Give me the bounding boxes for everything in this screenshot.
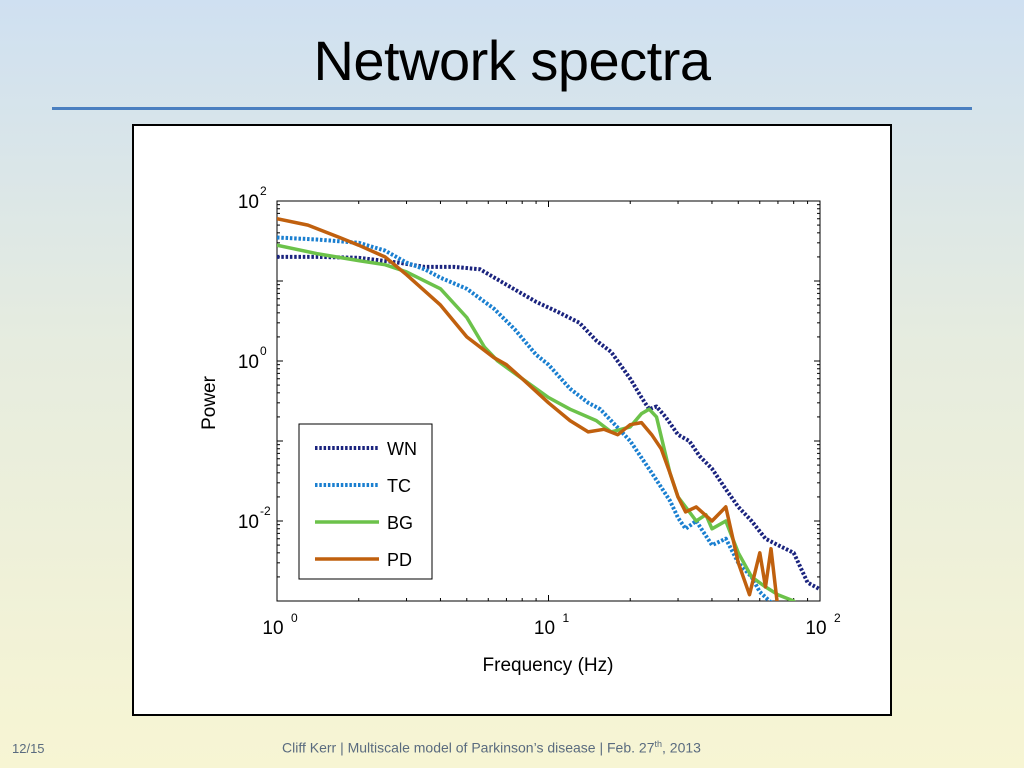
page-number: 12/15 — [12, 741, 45, 756]
series-line-bg — [277, 243, 796, 601]
y-tick-label-exponent: 2 — [260, 184, 267, 198]
legend-label-tc: TC — [387, 476, 411, 496]
series-line-wn — [277, 254, 820, 592]
footer-end: , 2013 — [662, 739, 701, 756]
x-tick-label: 10 — [262, 618, 283, 639]
series-lines — [277, 216, 820, 601]
series-line-tc — [277, 235, 773, 601]
x-tick-label: 10 — [534, 618, 555, 639]
y-tick-label-exponent: -2 — [260, 504, 271, 518]
y-axis-label: Power — [199, 375, 220, 430]
footer-superscript: th — [654, 739, 662, 749]
y-tick-label: 10 — [238, 352, 259, 373]
y-tick-label: 10 — [238, 192, 259, 213]
y-tick-label: 10 — [238, 512, 259, 533]
x-tick-label-exponent: 1 — [563, 611, 570, 625]
series-line-pd — [277, 216, 779, 601]
legend-label-bg: BG — [387, 513, 413, 533]
slide-title: Network spectra — [313, 29, 711, 92]
legend-label-pd: PD — [387, 550, 412, 570]
legend: WN TC BG PD — [298, 423, 433, 580]
legend-label-wn: WN — [387, 439, 417, 459]
title-divider — [52, 107, 972, 110]
x-tick-label-exponent: 2 — [834, 611, 841, 625]
x-tick-label-exponent: 0 — [291, 611, 298, 625]
y-tick-label-exponent: 0 — [260, 344, 267, 358]
footer-citation: Cliff Kerr | Multiscale model of Parkins… — [282, 739, 701, 756]
x-axis-label: Frequency (Hz) — [483, 655, 614, 676]
x-tick-label: 10 — [805, 618, 826, 639]
figure-frame: 10 0 10 1 10 2 10 -2 10 0 10 2 Frequency (Hz) Power… — [132, 124, 892, 716]
footer-main: Cliff Kerr | Multiscale model of Parkins… — [282, 739, 655, 756]
